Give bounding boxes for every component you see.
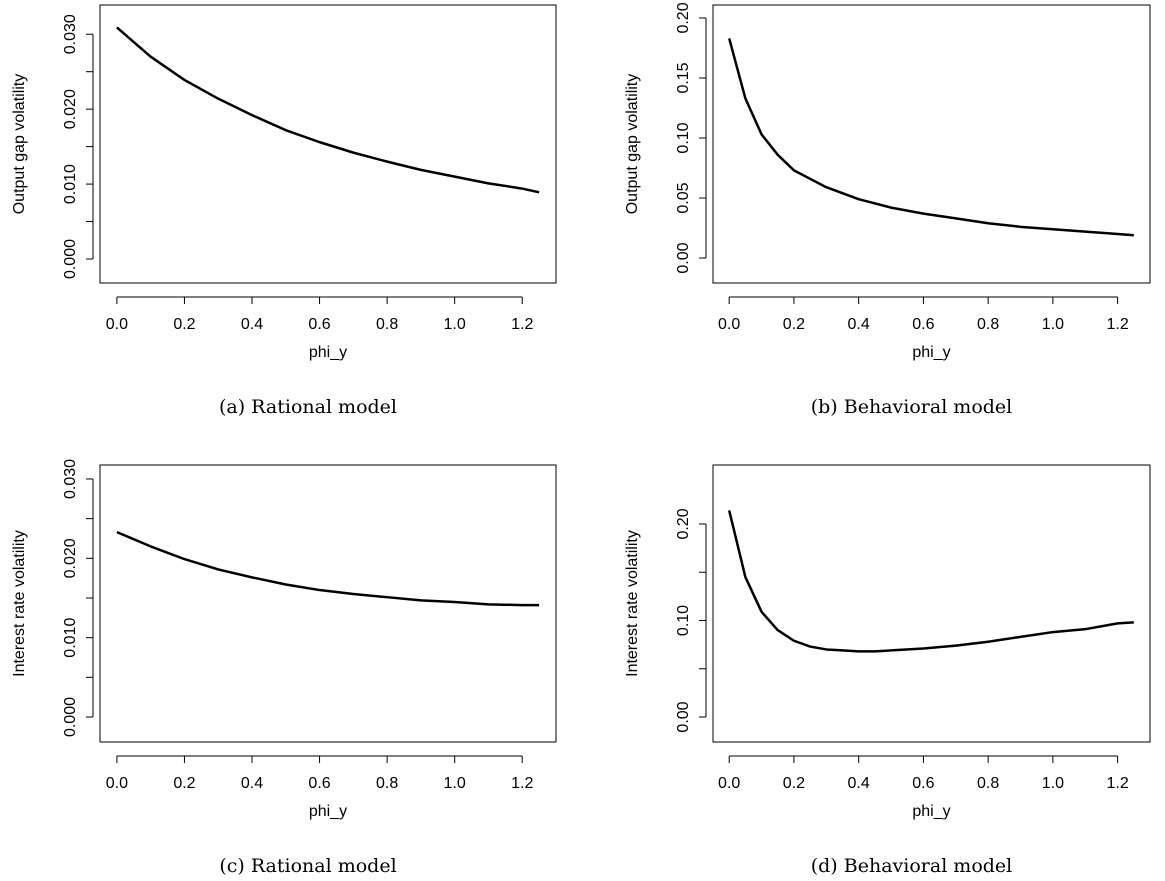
x-tick-label: 0.8 (977, 316, 999, 333)
x-axis-label: phi_y (309, 344, 347, 361)
x-tick-label: 1.0 (444, 316, 466, 333)
line (727, 38, 1134, 237)
x-tick-label: 0.6 (308, 775, 330, 792)
x-tick-label: 0.6 (912, 316, 934, 333)
y-tick-label: 0.030 (62, 459, 79, 499)
x-tick-label: 0.8 (977, 775, 999, 792)
x-tick-label: 0.2 (173, 316, 195, 333)
x-tick-label: 0.2 (783, 316, 805, 333)
line (116, 26, 540, 194)
x-tick-label: 1.0 (1042, 316, 1064, 333)
x-tick-label: 0.6 (912, 775, 934, 792)
x-tick-label: 0.8 (376, 316, 398, 333)
x-tick-label: 0.2 (783, 775, 805, 792)
x-tick-label: 1.2 (511, 316, 533, 333)
x-axis-label: phi_y (912, 344, 950, 361)
y-tick-label: 0.15 (675, 62, 692, 93)
y-tick-label: 0.20 (675, 2, 692, 33)
plot-box (712, 464, 1151, 743)
caption: (a) Rational model (219, 396, 397, 418)
x-tick-label: 0.4 (241, 316, 263, 333)
x-tick-label: 1.2 (1107, 316, 1129, 333)
y-tick-label: 0.010 (62, 618, 79, 658)
y-tick-label: 0.000 (62, 239, 79, 279)
y-tick-label: 0.010 (62, 164, 79, 204)
x-tick-label: 0.0 (106, 316, 128, 333)
x-tick-label: 0.0 (718, 775, 740, 792)
y-axis-label: Output gap volatility (11, 74, 28, 215)
y-tick-label: 0.10 (675, 605, 692, 636)
x-tick-label: 0.4 (241, 775, 263, 792)
plot-box (99, 464, 557, 743)
caption: (c) Rational model (219, 855, 396, 877)
x-tick-label: 0.8 (376, 775, 398, 792)
y-axis-label: Interest rate volatility (624, 530, 641, 677)
y-tick-label: 0.000 (62, 697, 79, 737)
caption: (b) Behavioral model (811, 396, 1013, 418)
y-tick-label: 0.20 (675, 508, 692, 539)
y-tick-label: 0.10 (675, 122, 692, 153)
x-tick-label: 1.2 (1107, 775, 1129, 792)
x-axis-label: phi_y (309, 803, 347, 820)
x-tick-label: 1.0 (444, 775, 466, 792)
y-tick-label: 0.00 (675, 242, 692, 273)
x-tick-label: 0.4 (848, 775, 870, 792)
y-tick-label: 0.05 (675, 182, 692, 213)
x-tick-label: 1.2 (511, 775, 533, 792)
y-tick-label: 0.00 (675, 701, 692, 732)
x-tick-label: 0.2 (173, 775, 195, 792)
plot-box (712, 4, 1151, 284)
x-tick-label: 0.6 (308, 316, 330, 333)
x-tick-label: 0.0 (718, 316, 740, 333)
line (116, 530, 540, 607)
x-axis-label: phi_y (912, 803, 950, 820)
y-tick-label: 0.030 (62, 14, 79, 54)
y-tick-label: 0.020 (62, 538, 79, 578)
line (727, 510, 1134, 653)
x-tick-label: 0.0 (106, 775, 128, 792)
caption: (d) Behavioral model (811, 855, 1013, 877)
y-axis-label: Interest rate volatility (11, 530, 28, 677)
x-tick-label: 1.0 (1042, 775, 1064, 792)
y-axis-label: Output gap volatility (624, 74, 641, 215)
plot-box (99, 4, 557, 284)
x-tick-label: 0.4 (848, 316, 870, 333)
y-tick-label: 0.020 (62, 89, 79, 129)
